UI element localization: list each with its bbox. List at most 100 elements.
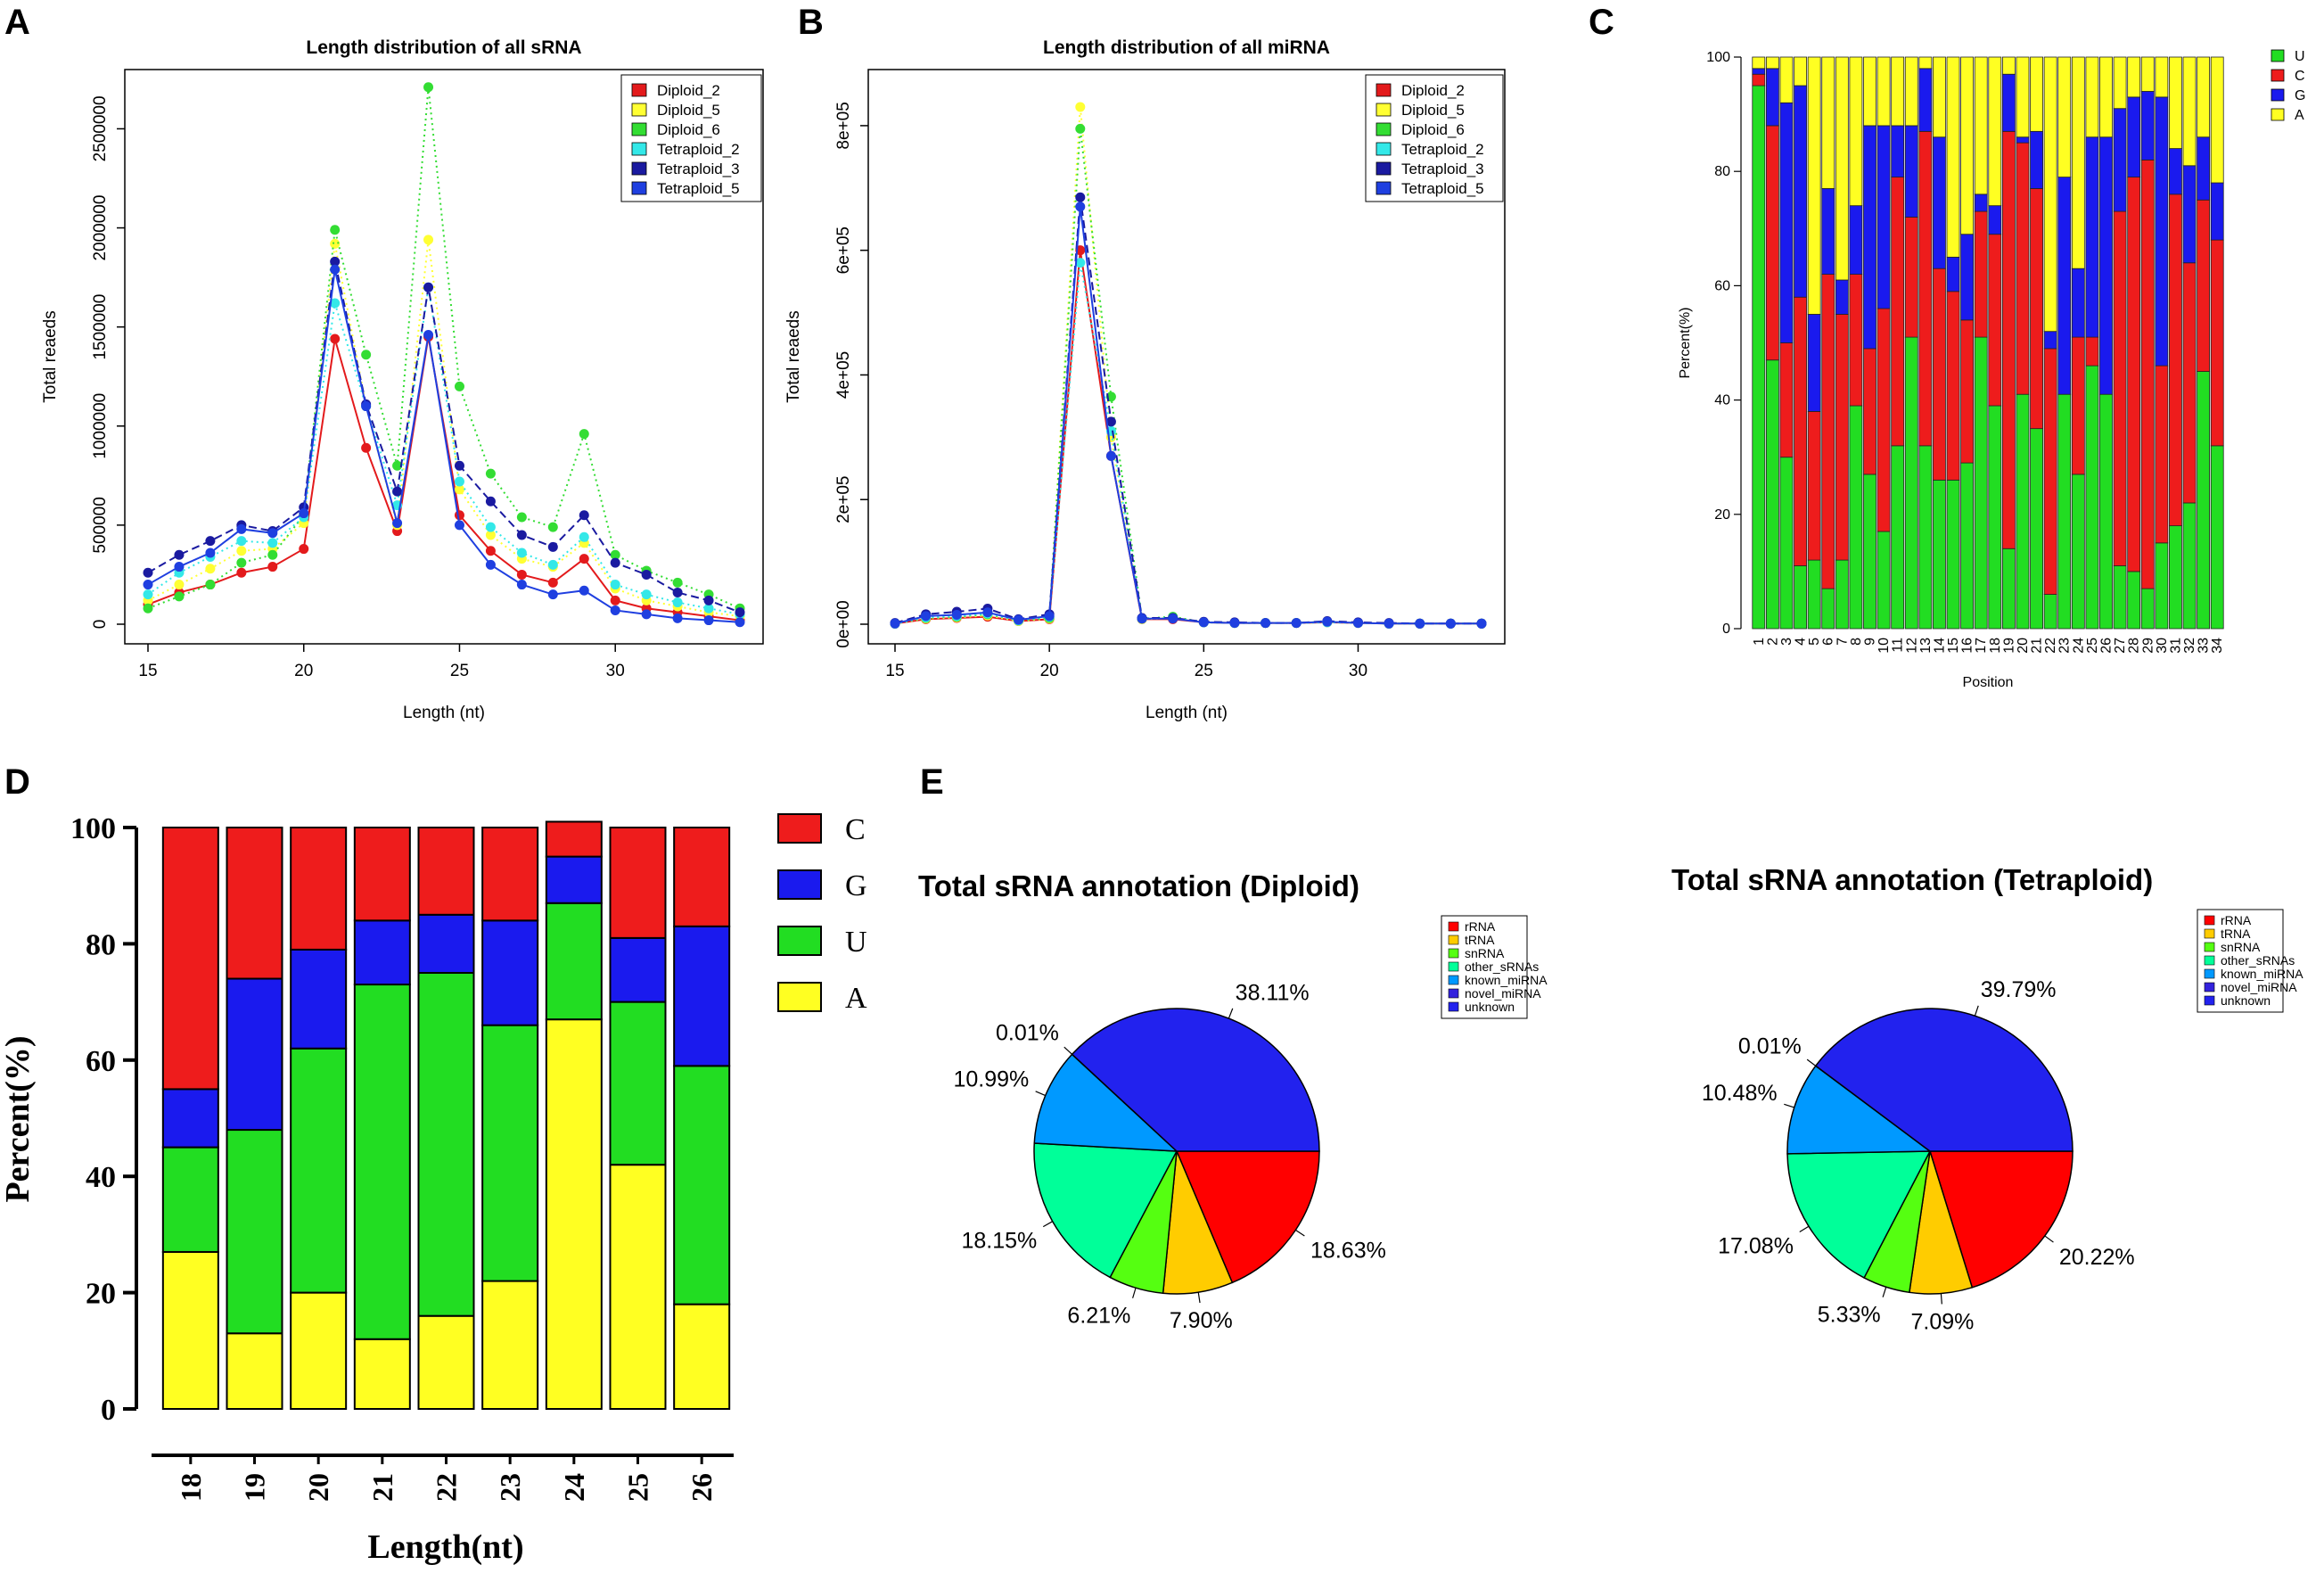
bar-segment-u [1752,85,1766,630]
bar-segment-u [417,972,475,1317]
legend-label-diploid-2: Diploid_2 [1401,82,1465,99]
data-point-diploid-2 [547,577,558,588]
panel-letter-b: B [798,3,824,42]
x-tick-label: 34 [2210,638,2225,654]
legend-label-g: G [2295,88,2305,103]
bar-segment-g [481,919,539,1026]
legend-swatch-rrna [1448,921,1459,932]
bar-segment-u [1849,405,1863,630]
pie-label: 18.63% [1310,1238,1386,1263]
data-point-tetraploid-5 [735,617,745,628]
bar-segment-u [2099,393,2113,630]
series-line-diploid-2 [894,250,1482,625]
data-point-tetraploid-5 [703,615,714,626]
x-tick-label: 22 [431,1473,463,1502]
bar-segment-c [353,827,411,922]
x-tick-label: 30 [1349,662,1367,680]
pie-label: 17.08% [1718,1234,1794,1259]
bar-segment-u [545,902,603,1021]
y-tick-label: 2500000 [91,95,110,161]
data-point-tetraploid-5 [174,562,185,572]
bar-segment-a [2197,56,2211,138]
series-line-diploid-6 [147,86,741,610]
bar-segment-g [2127,96,2141,178]
bar-segment-a [161,1250,219,1410]
x-tick-label: 27 [2113,638,2128,654]
chart-a-srna-length: Length distribution of all sRNA Length (n… [41,37,764,722]
data-point-diploid-5 [485,530,496,540]
y-axis-label: Percent(%) [1678,307,1693,378]
data-point-tetraploid-2 [672,597,683,608]
data-point-tetraploid-5 [547,589,558,600]
data-point-tetraploid-2 [485,522,496,532]
y-tick-label: 2000000 [91,195,110,261]
x-tick-label: 26 [686,1473,718,1502]
legend-label-diploid-5: Diploid_5 [657,102,720,119]
y-tick-label: 1000000 [91,393,110,459]
bar-segment-a [2085,56,2099,138]
bar-segment-c [1918,130,1933,447]
data-point-diploid-2 [516,569,527,580]
data-point-tetraploid-5 [890,618,900,629]
pie-label: 39.79% [1981,977,2057,1002]
data-point-tetraploid-3 [516,530,527,540]
bar-segment-a [2127,56,2141,98]
data-point-tetraploid-5 [1075,202,1086,212]
bar-segment-g [1904,125,1918,218]
pie-label-leader [1228,1008,1234,1019]
plot-frame [867,69,1506,645]
bar-segment-c [2016,142,2030,395]
x-tick-label: 30 [2155,638,2170,654]
chart-e-pie-tetraploid: Total sRNA annotation (Tetraploid) rRNAtR… [1671,863,2303,1334]
y-tick-label: 1500000 [91,294,110,360]
bar-segment-c [2140,159,2155,589]
bar-segment-u [290,1047,348,1294]
bar-segment-c [609,827,667,939]
y-tick-label: 0 [1722,622,1730,637]
bar-segment-g [1960,234,1975,321]
pie-label-leader [2044,1235,2054,1243]
bar-segment-a [2155,56,2169,98]
data-point-diploid-5 [454,484,464,495]
pie-label: 7.09% [1911,1309,1975,1334]
bar-segment-g [1794,85,1807,298]
series-line-tetraploid-3 [147,261,741,614]
data-point-tetraploid-3 [1075,192,1086,202]
bar-segment-u [1933,479,1946,630]
x-tick-label: 20 [2016,638,2031,654]
pie-label: 7.90% [1170,1308,1233,1333]
data-point-tetraploid-3 [143,567,153,578]
bar-segment-c [1891,177,1905,447]
bar-segment-u [609,1001,667,1166]
data-point-diploid-2 [267,562,278,572]
bar-segment-g [2182,165,2197,264]
bar-segment-a [481,1280,539,1411]
x-tick-label: 19 [2001,638,2016,654]
bar-segment-g [2001,73,2016,132]
bar-segment-a [1752,56,1766,70]
bar-segment-a [1794,56,1807,86]
data-point-tetraploid-5 [299,508,309,519]
data-point-diploid-6 [516,512,527,523]
data-point-diploid-6 [672,577,683,588]
data-point-tetraploid-2 [454,476,464,487]
bar-segment-g [161,1088,219,1149]
data-point-diploid-6 [485,468,496,479]
y-tick-label: 100 [70,812,116,845]
data-point-tetraploid-5 [1415,618,1425,629]
pie-slice-known-mirna [1033,1053,1179,1152]
legend-label-tetraploid-3: Tetraploid_3 [657,161,740,177]
data-point-tetraploid-5 [1476,618,1487,629]
bar-segment-c [2113,210,2127,566]
bar-segment-a [2057,56,2072,178]
x-tick-label: 3 [1779,638,1794,646]
legend-swatch-diploid-2 [1376,83,1392,97]
chart-title: Total sRNA annotation (Diploid) [918,869,1359,902]
bar-segment-c [1849,274,1863,407]
data-point-tetraploid-3 [579,510,589,521]
x-tick-label: 20 [302,1473,334,1502]
x-tick-label: 16 [1960,638,1975,654]
bar-segment-a [2099,56,2113,138]
x-tick-label: 17 [1974,638,1989,654]
legend-swatch-a [777,982,822,1012]
